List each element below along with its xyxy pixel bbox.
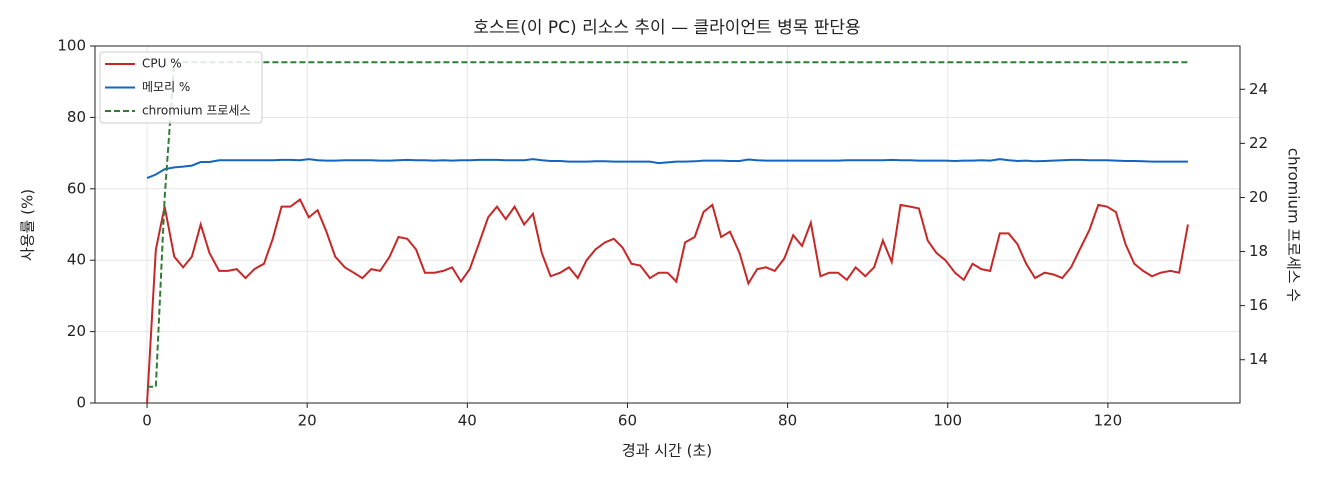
x-tick-label: 60 <box>618 412 637 430</box>
data-line <box>147 61 1188 388</box>
y2-tick-label: 14 <box>1249 350 1268 368</box>
x-tick-label: 20 <box>298 412 317 430</box>
x-tick-label: 40 <box>458 412 477 430</box>
y-tick-label: 40 <box>67 251 86 269</box>
y-axis-label: 사용률 (%) <box>19 189 37 261</box>
y-tick-label: 20 <box>67 322 86 340</box>
chart-title: 호스트(이 PC) 리소스 추이 — 클라이언트 병목 판단용 <box>473 18 860 38</box>
x-tick-label: 80 <box>778 412 797 430</box>
x-tick-label: 100 <box>933 412 962 430</box>
y2-tick-label: 16 <box>1249 296 1268 314</box>
y-tick-label: 0 <box>76 394 86 412</box>
y-tick-label: 100 <box>57 37 86 55</box>
data-line <box>146 158 1188 180</box>
x-axis-label: 경과 시간 (초) <box>622 442 712 460</box>
legend-label: CPU % <box>142 57 182 71</box>
y2-tick-label: 20 <box>1249 188 1268 206</box>
y2-tick-label: 24 <box>1249 80 1268 98</box>
x-tick-label: 120 <box>1094 412 1123 430</box>
legend-label: 메모리 % <box>142 80 190 94</box>
x-tick-label: 0 <box>142 412 152 430</box>
y2-axis-label: chromium 프로세스 수 <box>1285 148 1303 302</box>
plot-frame <box>94 45 1241 404</box>
legend-label: chromium 프로세스 <box>142 104 251 118</box>
y2-tick-label: 18 <box>1249 242 1268 260</box>
y-tick-label: 60 <box>67 179 86 197</box>
data-line <box>146 197 1189 404</box>
legend-frame <box>99 51 263 124</box>
y-tick-label: 80 <box>67 108 86 126</box>
y2-tick-label: 22 <box>1249 134 1268 152</box>
